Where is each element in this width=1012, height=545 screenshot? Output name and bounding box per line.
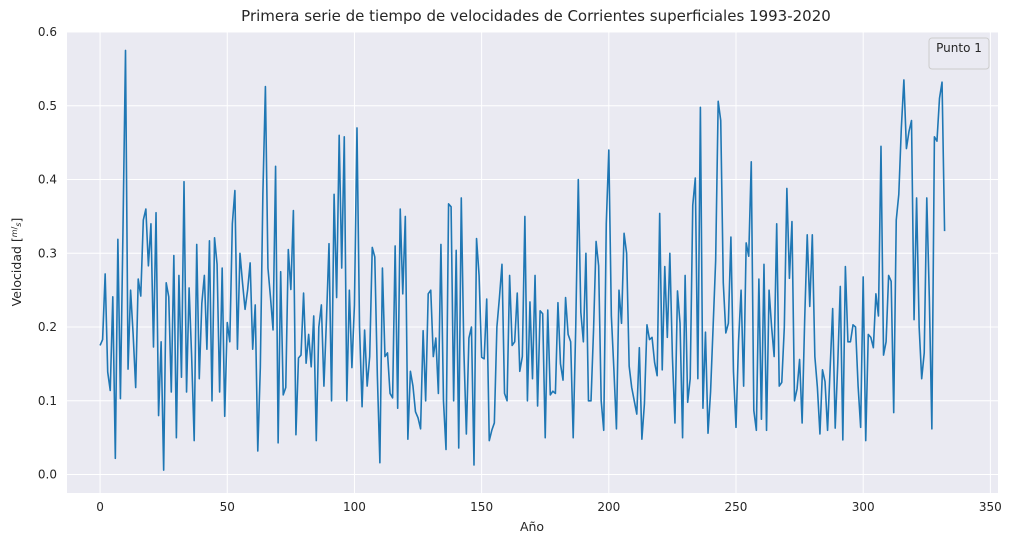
x-axis-ticks: 0 50 100 150 200 250 300 350 [96, 500, 1002, 514]
y-tick-label: 0.3 [38, 246, 57, 260]
y-axis-label-name: Velocidad [ [9, 237, 24, 306]
x-tick-label: 300 [852, 500, 875, 514]
y-tick-label: 0.4 [38, 173, 57, 187]
x-tick-label: 250 [725, 500, 748, 514]
x-tick-label: 150 [470, 500, 493, 514]
plot-area [67, 32, 998, 493]
legend-title: Punto 1 [936, 41, 982, 55]
legend: Punto 1 [928, 37, 990, 70]
y-axis-ticks: 0.0 0.1 0.2 0.3 0.4 0.5 0.6 [38, 25, 57, 482]
x-tick-label: 50 [220, 500, 235, 514]
x-tick-label: 0 [96, 500, 104, 514]
x-axis-label: Año [520, 519, 544, 534]
x-tick-label: 350 [979, 500, 1002, 514]
y-axis-label-unit-den: s [14, 223, 23, 227]
y-tick-label: 0.5 [38, 99, 57, 113]
y-tick-label: 0.6 [38, 25, 57, 39]
legend-box [928, 37, 990, 70]
y-axis-label-unit-num: m [10, 229, 19, 237]
y-tick-label: 0.0 [38, 468, 57, 482]
y-tick-label: 0.1 [38, 394, 57, 408]
chart-title: Primera serie de tiempo de velocidades d… [241, 7, 831, 25]
x-tick-label: 200 [597, 500, 620, 514]
series-line [99, 49, 946, 471]
x-tick-label: 100 [343, 500, 366, 514]
y-axis-label: Velocidad [m/s] [9, 218, 24, 307]
y-tick-label: 0.2 [38, 320, 57, 334]
